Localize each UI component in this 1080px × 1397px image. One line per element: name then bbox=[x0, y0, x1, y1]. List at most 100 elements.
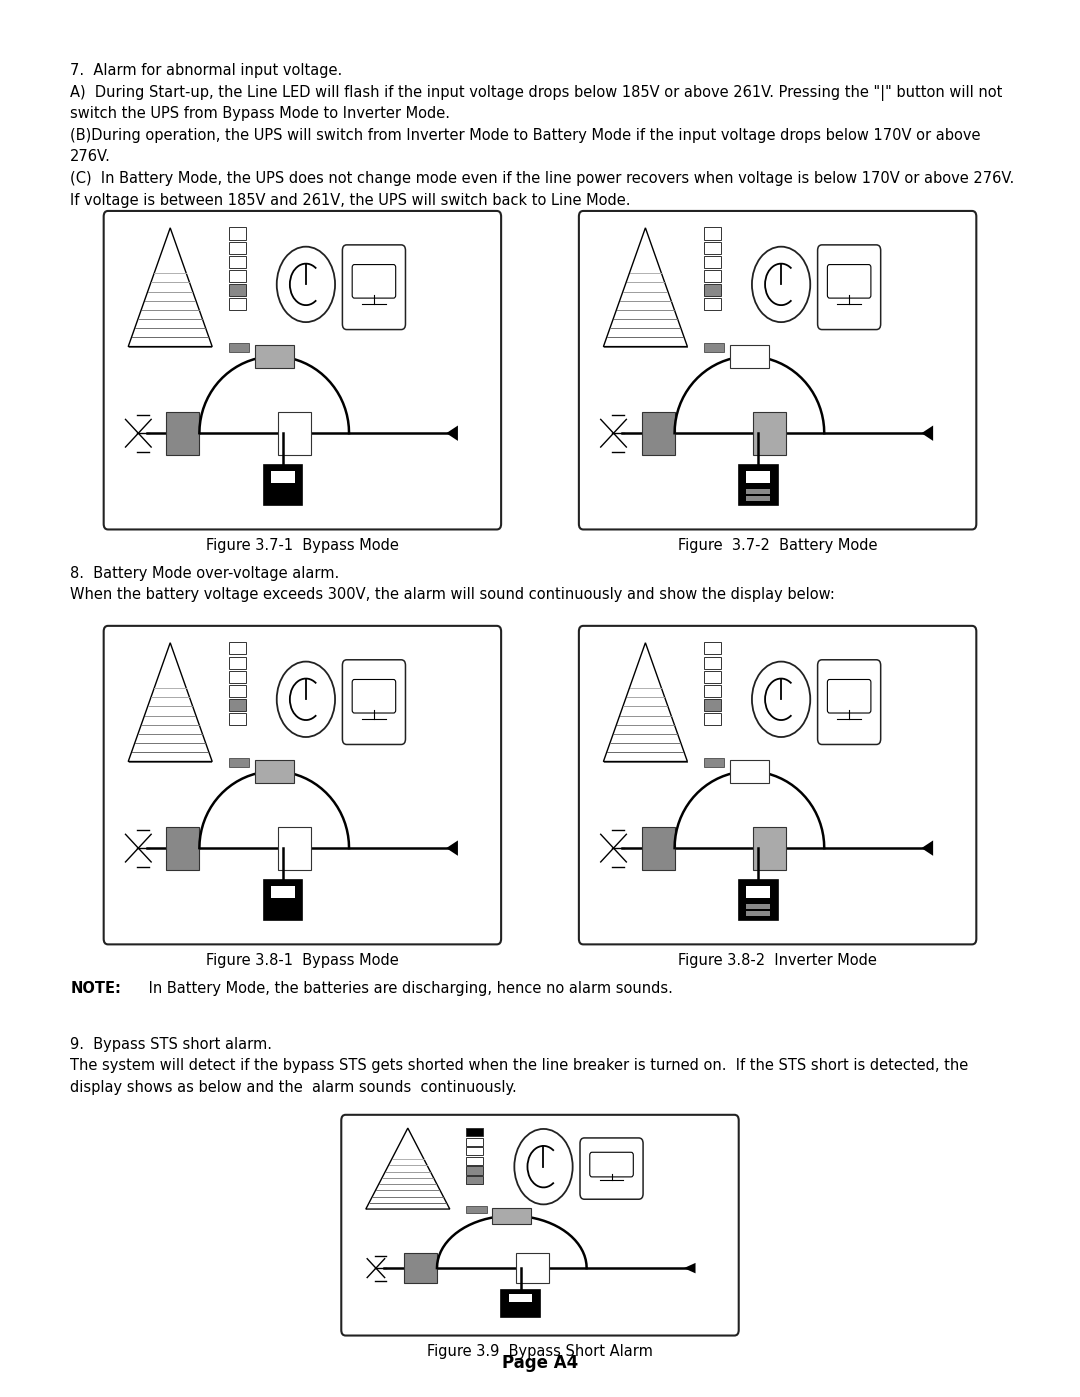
Bar bbox=[492, 1208, 531, 1224]
FancyBboxPatch shape bbox=[341, 1115, 739, 1336]
Bar bbox=[467, 1157, 483, 1165]
Bar bbox=[704, 342, 725, 352]
Polygon shape bbox=[366, 1129, 449, 1208]
Bar bbox=[730, 345, 769, 367]
Text: NOTE:: NOTE: bbox=[70, 981, 121, 996]
Bar bbox=[229, 685, 245, 697]
Bar bbox=[704, 298, 720, 310]
Bar bbox=[264, 880, 302, 921]
Text: In Battery Mode, the batteries are discharging, hence no alarm sounds.: In Battery Mode, the batteries are disch… bbox=[144, 981, 673, 996]
Text: The system will detect if the bypass STS gets shorted when the line breaker is t: The system will detect if the bypass STS… bbox=[70, 1059, 969, 1073]
Bar bbox=[467, 1207, 487, 1213]
Bar bbox=[739, 880, 778, 921]
Bar bbox=[271, 471, 295, 483]
Text: When the battery voltage exceeds 300V, the alarm will sound continuously and sho: When the battery voltage exceeds 300V, t… bbox=[70, 587, 835, 602]
Bar bbox=[642, 827, 675, 869]
Bar bbox=[229, 643, 245, 654]
Text: 276V.: 276V. bbox=[70, 149, 111, 165]
Text: If voltage is between 185V and 261V, the UPS will switch back to Line Mode.: If voltage is between 185V and 261V, the… bbox=[70, 193, 631, 208]
Bar bbox=[704, 256, 720, 268]
Bar bbox=[704, 757, 725, 767]
Polygon shape bbox=[921, 426, 933, 441]
Text: Figure 3.7-1  Bypass Mode: Figure 3.7-1 Bypass Mode bbox=[206, 538, 399, 553]
Text: Figure 3.8-2  Inverter Mode: Figure 3.8-2 Inverter Mode bbox=[678, 953, 877, 968]
Bar bbox=[746, 904, 770, 909]
Text: A)  During Start-up, the Line LED will flash if the input voltage drops below 18: A) During Start-up, the Line LED will fl… bbox=[70, 84, 1002, 101]
Text: 8.  Battery Mode over-voltage alarm.: 8. Battery Mode over-voltage alarm. bbox=[70, 566, 339, 581]
Bar bbox=[704, 685, 720, 697]
Bar bbox=[704, 270, 720, 282]
Polygon shape bbox=[604, 228, 687, 346]
Bar bbox=[255, 345, 294, 367]
FancyBboxPatch shape bbox=[579, 626, 976, 944]
Bar bbox=[166, 827, 200, 869]
Polygon shape bbox=[129, 228, 212, 346]
Polygon shape bbox=[446, 426, 458, 441]
Bar bbox=[229, 298, 245, 310]
Bar bbox=[754, 412, 786, 455]
Text: Figure 3.9  Bypass Short Alarm: Figure 3.9 Bypass Short Alarm bbox=[427, 1344, 653, 1359]
Bar bbox=[404, 1253, 437, 1282]
Bar bbox=[271, 886, 295, 898]
Polygon shape bbox=[684, 1263, 696, 1274]
FancyBboxPatch shape bbox=[579, 211, 976, 529]
Bar bbox=[467, 1137, 483, 1146]
FancyBboxPatch shape bbox=[818, 244, 880, 330]
FancyBboxPatch shape bbox=[580, 1139, 643, 1199]
Circle shape bbox=[752, 247, 810, 323]
FancyBboxPatch shape bbox=[827, 679, 870, 712]
FancyBboxPatch shape bbox=[104, 211, 501, 529]
Bar bbox=[255, 760, 294, 782]
Text: Figure  3.7-2  Battery Mode: Figure 3.7-2 Battery Mode bbox=[678, 538, 877, 553]
Bar bbox=[501, 1291, 540, 1317]
Bar bbox=[509, 1294, 532, 1302]
Circle shape bbox=[752, 662, 810, 738]
Circle shape bbox=[514, 1129, 572, 1204]
FancyBboxPatch shape bbox=[827, 264, 870, 298]
Bar bbox=[279, 827, 311, 869]
Bar bbox=[229, 657, 245, 669]
Bar bbox=[229, 242, 245, 254]
Bar bbox=[229, 256, 245, 268]
Bar bbox=[704, 712, 720, 725]
Bar bbox=[704, 671, 720, 683]
Bar bbox=[279, 412, 311, 455]
Bar bbox=[746, 471, 770, 483]
Bar bbox=[229, 757, 249, 767]
Bar bbox=[746, 911, 770, 915]
Bar bbox=[229, 671, 245, 683]
Bar bbox=[467, 1166, 483, 1175]
Bar bbox=[166, 412, 200, 455]
FancyBboxPatch shape bbox=[352, 264, 395, 298]
Text: Figure 3.8-1  Bypass Mode: Figure 3.8-1 Bypass Mode bbox=[206, 953, 399, 968]
Bar bbox=[704, 657, 720, 669]
Bar bbox=[229, 698, 245, 711]
Bar bbox=[730, 760, 769, 782]
Text: (C)  In Battery Mode, the UPS does not change mode even if the line power recove: (C) In Battery Mode, the UPS does not ch… bbox=[70, 170, 1014, 186]
Polygon shape bbox=[446, 841, 458, 856]
Text: (B)During operation, the UPS will switch from Inverter Mode to Battery Mode if t: (B)During operation, the UPS will switch… bbox=[70, 129, 981, 142]
FancyBboxPatch shape bbox=[352, 679, 395, 712]
Bar bbox=[229, 270, 245, 282]
Bar bbox=[704, 698, 720, 711]
Bar bbox=[739, 465, 778, 506]
Circle shape bbox=[276, 662, 335, 738]
Bar bbox=[746, 496, 770, 500]
Bar bbox=[229, 228, 245, 239]
Text: Page A4: Page A4 bbox=[502, 1354, 578, 1372]
Bar bbox=[746, 886, 770, 898]
Text: 9.  Bypass STS short alarm.: 9. Bypass STS short alarm. bbox=[70, 1037, 272, 1052]
Bar bbox=[264, 465, 302, 506]
Bar bbox=[229, 342, 249, 352]
Text: 7.  Alarm for abnormal input voltage.: 7. Alarm for abnormal input voltage. bbox=[70, 63, 342, 78]
Bar bbox=[704, 284, 720, 296]
Circle shape bbox=[276, 247, 335, 323]
Polygon shape bbox=[604, 643, 687, 761]
Bar bbox=[516, 1253, 549, 1282]
Bar bbox=[229, 712, 245, 725]
FancyBboxPatch shape bbox=[342, 659, 405, 745]
FancyBboxPatch shape bbox=[104, 626, 501, 944]
Bar bbox=[704, 643, 720, 654]
Polygon shape bbox=[129, 643, 212, 761]
Bar bbox=[746, 489, 770, 495]
